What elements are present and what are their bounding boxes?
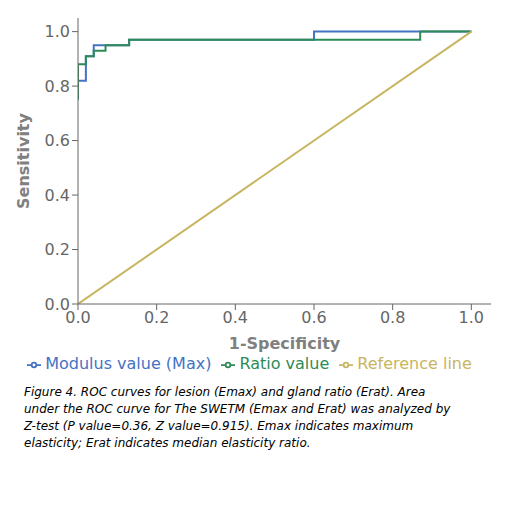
html-text:under the ROC curve for The SW: under the ROC curve for The SWETM (Emax … [24,402,451,416]
svg-text:0.6: 0.6 [45,131,70,150]
html-text:Reference line: Reference line [357,354,472,373]
svg-text:1.0: 1.0 [459,308,484,327]
html-text:Modulus value (Max): Modulus value (Max) [45,354,212,373]
svg-text:0.2: 0.2 [144,308,169,327]
svg-text:0.0: 0.0 [45,295,70,314]
svg-text:0.6: 0.6 [301,308,326,327]
svg-text:0.0: 0.0 [65,308,91,328]
svg-text:0.2: 0.2 [45,240,70,259]
svg-text:Sensitivity: Sensitivity [14,112,33,208]
html-text:Figure 4. ROC curves for lesio: Figure 4. ROC curves for lesion (Emax) a… [24,385,426,399]
svg-text:0.8: 0.8 [380,308,405,327]
html-text:elasticity; Erat indicates med: elasticity; Erat indicates median elasti… [24,436,311,450]
svg-text:0.4: 0.4 [45,186,70,205]
html-text:Z-test (P value=0.36, Z value=: Z-test (P value=0.36, Z value=0.915). Em… [24,419,414,433]
svg-text:1.0: 1.0 [45,22,70,41]
svg-text:1-Specificity: 1-Specificity [229,334,341,353]
svg-text:0.4: 0.4 [223,308,248,327]
html-text:Ratio value: Ratio value [239,354,330,373]
svg-text:0.8: 0.8 [45,77,70,96]
